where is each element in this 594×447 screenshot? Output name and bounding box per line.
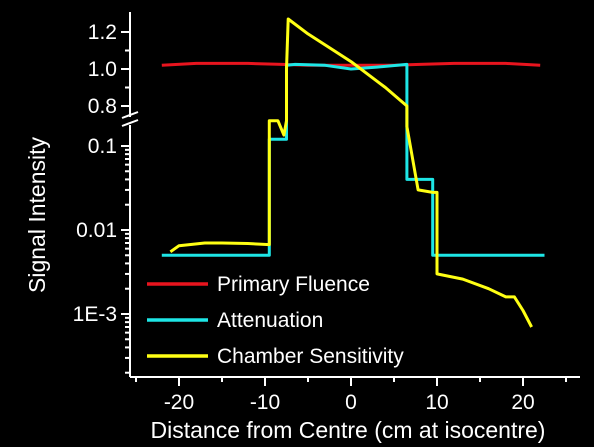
x-tick-label: 20 <box>511 391 534 414</box>
legend-label-chamber-sensitivity: Chamber Sensitivity <box>217 345 404 368</box>
axis-break-mark <box>121 111 139 119</box>
legend: Primary Fluence Attenuation Chamber Sensit… <box>147 273 404 368</box>
y-tick-label: 0.1 <box>88 135 117 158</box>
chamber-sensitivity-line <box>169 17 533 328</box>
x-axis-title: Distance from Centre (cm at isocentre) <box>151 417 546 443</box>
primary-fluence-line <box>161 61 541 67</box>
x-tick-label: -10 <box>250 391 280 414</box>
y-tick-label: 1E-3 <box>73 303 117 326</box>
legend-label-attenuation: Attenuation <box>217 309 323 332</box>
x-tick-label: -20 <box>164 391 194 414</box>
y-tick-label: 0.01 <box>76 219 117 242</box>
axes: -20 -10 0 10 20 0.8 1.0 1.2 0.1 0.01 1E-3 <box>73 12 580 414</box>
axis-break-mark <box>121 119 139 127</box>
y-tick-label: 0.8 <box>88 95 117 118</box>
x-tick-label: 0 <box>345 391 357 414</box>
y-axis-title: Signal Intensity <box>24 137 50 293</box>
attenuation-line <box>161 62 545 257</box>
y-tick-label: 1.2 <box>88 21 117 44</box>
legend-label-primary-fluence: Primary Fluence <box>217 273 370 296</box>
y-tick-label: 1.0 <box>88 58 117 81</box>
x-tick-label: 10 <box>425 391 448 414</box>
series-layer <box>161 17 545 328</box>
